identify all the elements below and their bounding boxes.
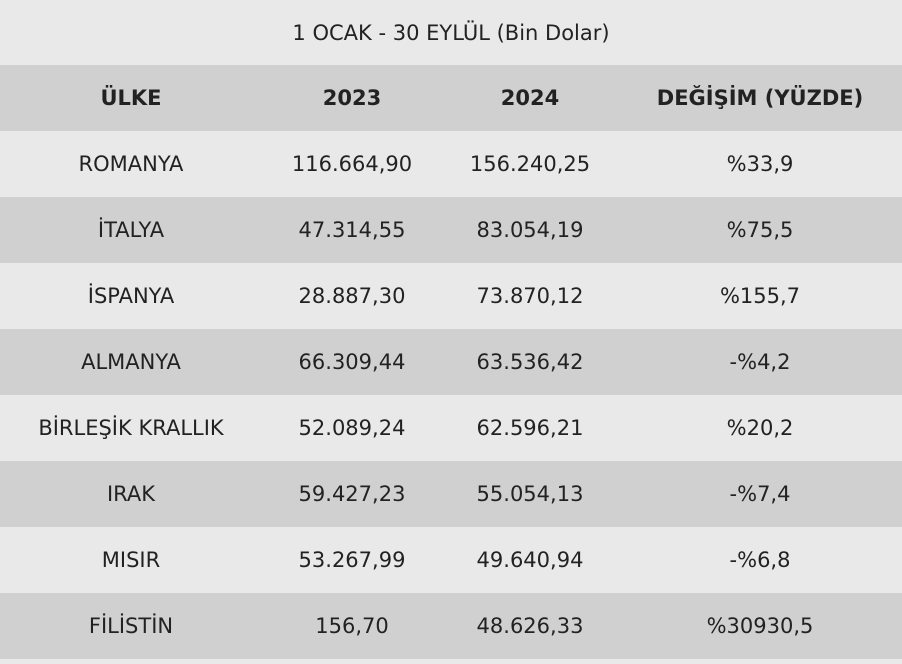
cell-change: %155,7 xyxy=(719,284,801,308)
table-row: IRAK 59.427,23 55.054,13 -%7,4 xyxy=(0,461,902,527)
cell-change: -%4,2 xyxy=(729,350,791,374)
cell-country: ALMANYA xyxy=(81,350,181,374)
cell-2024: 55.054,13 xyxy=(476,482,584,506)
cell-country: MISIR xyxy=(101,548,161,572)
table-row: MISIR 53.267,99 49.640,94 -%6,8 xyxy=(0,527,902,593)
cell-change: %33,9 xyxy=(726,152,794,176)
cell-2023: 59.427,23 xyxy=(298,482,406,506)
cell-2024: 156.240,25 xyxy=(469,152,591,176)
cell-2023: 28.887,30 xyxy=(298,284,406,308)
cell-change: -%7,4 xyxy=(729,482,791,506)
cell-2023: 53.267,99 xyxy=(298,548,406,572)
table-row: BİRLEŞİK KRALLIK 52.089,24 62.596,21 %20,2 xyxy=(0,395,902,461)
data-table: ÜLKE 2023 2024 DEĞİŞİM (YÜZDE) ROMANYA 11… xyxy=(0,65,902,659)
cell-country: ROMANYA xyxy=(78,152,184,176)
cell-2024: 83.054,19 xyxy=(476,218,584,242)
cell-2023: 52.089,24 xyxy=(298,416,406,440)
header-country: ÜLKE xyxy=(100,86,162,110)
table-row: ROMANYA 116.664,90 156.240,25 %33,9 xyxy=(0,131,902,197)
cell-change: %20,2 xyxy=(726,416,794,440)
cell-2023: 156,70 xyxy=(315,614,389,638)
cell-2023: 66.309,44 xyxy=(298,350,406,374)
cell-2024: 48.626,33 xyxy=(476,614,584,638)
header-2023: 2023 xyxy=(322,86,382,110)
table-title: 1 OCAK - 30 EYLÜL (Bin Dolar) xyxy=(0,0,902,65)
cell-2024: 62.596,21 xyxy=(476,416,584,440)
header-2024: 2024 xyxy=(500,86,560,110)
cell-2024: 73.870,12 xyxy=(476,284,584,308)
header-row: ÜLKE 2023 2024 DEĞİŞİM (YÜZDE) xyxy=(0,65,902,131)
cell-change: %30930,5 xyxy=(706,614,814,638)
table-row: ALMANYA 66.309,44 63.536,42 -%4,2 xyxy=(0,329,902,395)
cell-country: İSPANYA xyxy=(87,284,175,308)
cell-2023: 116.664,90 xyxy=(291,152,413,176)
cell-country: IRAK xyxy=(106,482,156,506)
table-row: İTALYA 47.314,55 83.054,19 %75,5 xyxy=(0,197,902,263)
cell-2023: 47.314,55 xyxy=(298,218,406,242)
cell-country: FİLİSTİN xyxy=(88,614,174,638)
cell-change: -%6,8 xyxy=(729,548,791,572)
table-row: FİLİSTİN 156,70 48.626,33 %30930,5 xyxy=(0,593,902,659)
table-row: İSPANYA 28.887,30 73.870,12 %155,7 xyxy=(0,263,902,329)
cell-change: %75,5 xyxy=(726,218,794,242)
cell-country: BİRLEŞİK KRALLIK xyxy=(38,416,224,440)
cell-country: İTALYA xyxy=(97,218,165,242)
cell-2024: 63.536,42 xyxy=(476,350,584,374)
cell-2024: 49.640,94 xyxy=(476,548,584,572)
header-change: DEĞİŞİM (YÜZDE) xyxy=(656,86,864,110)
